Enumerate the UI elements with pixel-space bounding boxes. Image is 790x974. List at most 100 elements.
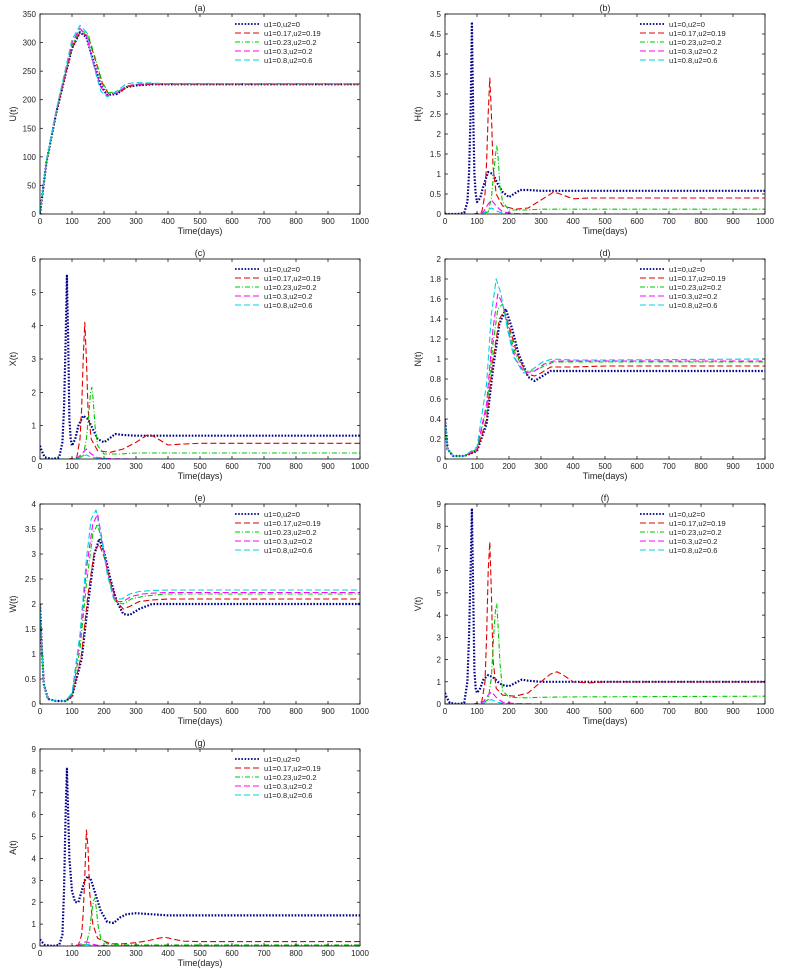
legend-label: u1=0,u2=0	[264, 265, 300, 274]
series-line-3	[40, 523, 360, 702]
legend: u1=0,u2=0u1=0.17,u2=0.19u1=0.23,u2=0.2u1…	[640, 265, 726, 310]
x-tick-label: 300	[129, 949, 143, 958]
legend-label: u1=0,u2=0	[669, 20, 705, 29]
y-tick-label: 9	[32, 745, 37, 754]
y-tick-label: 2	[437, 130, 442, 139]
y-tick-label: 6	[32, 811, 37, 820]
panel-title: (a)	[195, 3, 206, 13]
x-tick-label: 200	[97, 217, 111, 226]
x-tick-label: 900	[726, 462, 740, 471]
y-tick-label: 0.6	[430, 395, 442, 404]
x-tick-label: 300	[129, 462, 143, 471]
x-tick-label: 900	[321, 217, 335, 226]
panel-title: (e)	[195, 493, 206, 503]
legend-label: u1=0.8,u2=0.6	[669, 56, 717, 65]
x-tick-label: 800	[694, 462, 708, 471]
series-line-3	[445, 603, 765, 704]
y-axis-label: W(t)	[8, 596, 18, 613]
x-tick-label: 800	[289, 707, 303, 716]
x-tick-label: 0	[443, 462, 448, 471]
y-tick-label: 0	[437, 455, 442, 464]
x-tick-label: 700	[257, 462, 271, 471]
y-tick-label: 1	[32, 920, 37, 929]
y-tick-label: 3	[32, 876, 37, 885]
x-tick-label: 500	[193, 462, 207, 471]
series-line-2	[40, 543, 360, 702]
legend-label: u1=0.23,u2=0.2	[669, 38, 722, 47]
legend-label: u1=0.23,u2=0.2	[264, 773, 317, 782]
legend-label: u1=0.3,u2=0.2	[264, 782, 312, 791]
y-tick-label: 3.5	[25, 525, 37, 534]
x-tick-label: 500	[598, 217, 612, 226]
legend-label: u1=0.23,u2=0.2	[264, 528, 317, 537]
x-axis-label: Time(days)	[178, 226, 223, 236]
x-axis-label: Time(days)	[178, 471, 223, 481]
legend-label: u1=0,u2=0	[264, 755, 300, 764]
x-tick-label: 700	[257, 949, 271, 958]
panel-title: (f)	[601, 493, 610, 503]
x-tick-label: 300	[129, 217, 143, 226]
legend-label: u1=0.17,u2=0.19	[264, 764, 321, 773]
x-tick-label: 900	[321, 707, 335, 716]
panel-5: 0 100 200 300 400 500 600 700 800 900 1000 0 0.5 1 1.5…	[8, 493, 369, 726]
x-tick-label: 600	[630, 707, 644, 716]
series-line-1	[40, 274, 360, 459]
x-tick-label: 400	[161, 949, 175, 958]
series-line-4	[40, 513, 360, 702]
y-tick-label: 0	[437, 210, 442, 219]
x-tick-label: 800	[694, 217, 708, 226]
legend: u1=0,u2=0u1=0.17,u2=0.19u1=0.23,u2=0.2u1…	[235, 510, 321, 555]
x-tick-label: 800	[289, 949, 303, 958]
series-line-3	[40, 897, 360, 946]
x-tick-label: 700	[662, 217, 676, 226]
y-tick-label: 250	[23, 67, 37, 76]
legend-label: u1=0.17,u2=0.19	[264, 29, 321, 38]
y-tick-label: 3	[32, 550, 37, 559]
y-tick-label: 7	[32, 789, 37, 798]
x-tick-label: 900	[726, 217, 740, 226]
panel-7: 0 100 200 300 400 500 600 700 800 900 1000 0 1 2 3 4 5 6 7…	[8, 738, 369, 968]
y-tick-label: 300	[23, 39, 37, 48]
y-tick-label: 1	[437, 170, 442, 179]
legend-label: u1=0.8,u2=0.6	[264, 301, 312, 310]
series-line-2	[40, 829, 360, 946]
y-tick-label: 0	[32, 942, 37, 951]
y-tick-label: 200	[23, 96, 37, 105]
series-group	[445, 278, 765, 458]
x-tick-label: 800	[289, 462, 303, 471]
x-tick-label: 600	[225, 707, 239, 716]
y-tick-label: 5	[437, 589, 442, 598]
series-line-5	[40, 509, 360, 702]
y-tick-label: 3	[437, 633, 442, 642]
x-tick-label: 500	[193, 707, 207, 716]
x-tick-label: 700	[257, 707, 271, 716]
y-axis-label: U(t)	[8, 107, 18, 122]
y-axis-label: N(t)	[413, 352, 423, 367]
x-tick-label: 500	[193, 217, 207, 226]
y-tick-label: 1	[437, 678, 442, 687]
y-tick-label: 5	[437, 10, 442, 19]
x-tick-label: 600	[225, 949, 239, 958]
x-axis-label: Time(days)	[583, 226, 628, 236]
y-tick-label: 2	[437, 656, 442, 665]
x-tick-label: 600	[630, 462, 644, 471]
x-tick-label: 0	[38, 707, 43, 716]
legend-label: u1=0,u2=0	[669, 265, 705, 274]
y-tick-label: 8	[32, 767, 37, 776]
series-line-3	[40, 386, 360, 459]
legend-label: u1=0,u2=0	[264, 510, 300, 519]
series-line-5	[40, 24, 360, 214]
y-tick-label: 0.2	[430, 435, 442, 444]
panel-title: (b)	[600, 3, 611, 13]
y-axis-label: X(t)	[8, 352, 18, 367]
legend-label: u1=0.8,u2=0.6	[264, 791, 312, 800]
panel-title: (c)	[195, 248, 206, 258]
x-tick-label: 300	[534, 462, 548, 471]
legend-label: u1=0.3,u2=0.2	[669, 47, 717, 56]
y-tick-label: 1.4	[430, 315, 442, 324]
legend-label: u1=0.3,u2=0.2	[264, 47, 312, 56]
x-tick-label: 800	[289, 217, 303, 226]
panel-2: 0 100 200 300 400 500 600 700 800 900 1000 0 0.5 1 1.5…	[413, 3, 774, 236]
x-tick-label: 100	[65, 462, 79, 471]
